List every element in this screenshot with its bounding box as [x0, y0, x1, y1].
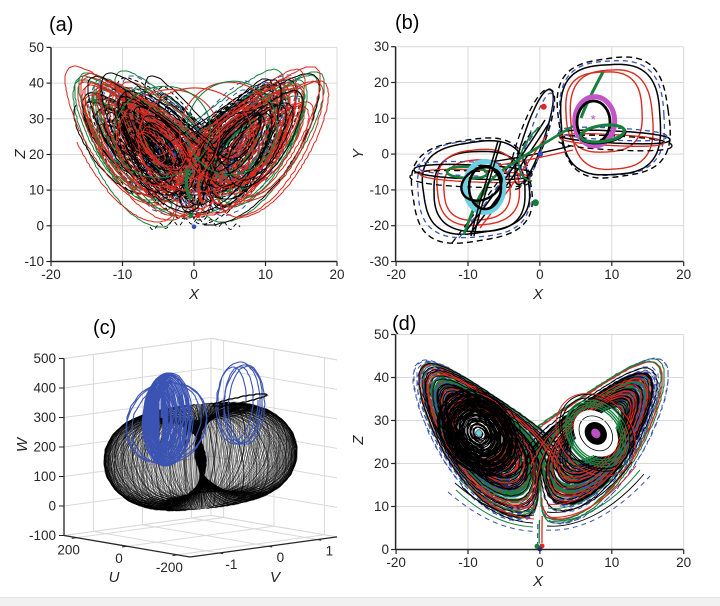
svg-text:X: X: [532, 573, 544, 590]
svg-text:200: 200: [33, 440, 56, 455]
svg-text:-10: -10: [24, 254, 44, 269]
svg-text:20: 20: [676, 555, 691, 570]
svg-text:W: W: [14, 436, 31, 452]
svg-text:0: 0: [536, 555, 544, 570]
svg-text:30: 30: [29, 111, 44, 126]
svg-text:-20: -20: [41, 267, 61, 282]
svg-text:(d): (d): [392, 313, 416, 335]
svg-text:-10: -10: [458, 267, 478, 282]
svg-text:10: 10: [258, 267, 273, 282]
svg-text:-10: -10: [369, 182, 389, 197]
svg-text:-30: -30: [369, 254, 389, 269]
svg-text:20: 20: [374, 75, 389, 90]
svg-text:X: X: [532, 286, 544, 303]
svg-text:1: 1: [326, 544, 334, 559]
svg-text:20: 20: [329, 267, 344, 282]
svg-text:10: 10: [29, 183, 44, 198]
svg-text:0: 0: [36, 218, 44, 233]
svg-text:Z: Z: [12, 149, 29, 160]
svg-text:0: 0: [381, 147, 389, 162]
svg-text:-20: -20: [369, 218, 389, 233]
svg-text:(b): (b): [395, 12, 419, 34]
svg-text:0: 0: [190, 267, 198, 282]
svg-text:100: 100: [33, 469, 56, 484]
svg-text:0: 0: [381, 542, 389, 557]
svg-text:20: 20: [29, 147, 44, 162]
svg-text:-1: -1: [225, 557, 237, 572]
svg-text:*: *: [591, 112, 596, 127]
svg-text:30: 30: [374, 39, 389, 54]
svg-text:-20: -20: [386, 555, 406, 570]
svg-text:30: 30: [374, 413, 389, 428]
svg-text:50: 50: [374, 327, 389, 342]
svg-text:-10: -10: [113, 267, 133, 282]
svg-text:(a): (a): [49, 14, 73, 36]
svg-text:0: 0: [115, 551, 123, 566]
svg-text:Z: Z: [350, 435, 367, 446]
svg-text:-200: -200: [156, 560, 183, 575]
svg-text:200: 200: [57, 543, 80, 558]
svg-text:10: 10: [374, 499, 389, 514]
svg-text:20: 20: [676, 267, 691, 282]
svg-text:Y: Y: [350, 148, 367, 159]
svg-text:10: 10: [374, 111, 389, 126]
svg-text:0: 0: [536, 267, 544, 282]
svg-text:500: 500: [33, 351, 56, 366]
svg-text:400: 400: [33, 381, 56, 396]
svg-text:-20: -20: [386, 267, 406, 282]
svg-text:40: 40: [29, 76, 44, 91]
svg-text:U: U: [109, 569, 120, 586]
svg-text:0: 0: [277, 550, 285, 565]
svg-text:10: 10: [604, 555, 619, 570]
svg-text:50: 50: [29, 40, 44, 55]
svg-text:10: 10: [604, 267, 619, 282]
svg-text:300: 300: [33, 410, 56, 425]
svg-text:X: X: [188, 286, 200, 303]
svg-text:(c): (c): [93, 317, 116, 339]
svg-text:40: 40: [374, 370, 389, 385]
svg-text:V: V: [270, 569, 282, 586]
svg-text:20: 20: [374, 456, 389, 471]
svg-text:-100: -100: [29, 528, 56, 543]
svg-text:0: 0: [48, 499, 56, 514]
svg-text:-10: -10: [458, 555, 478, 570]
